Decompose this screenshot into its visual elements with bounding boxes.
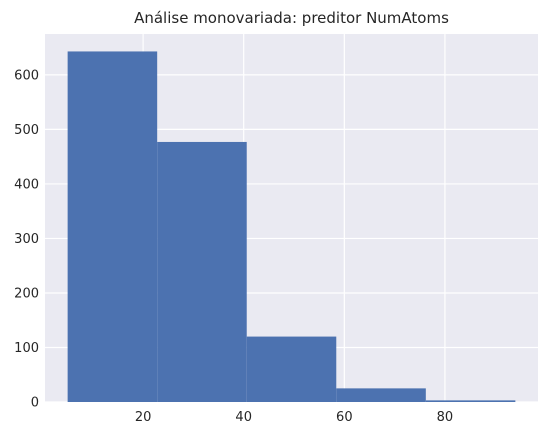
- chart-title: Análise monovariada: preditor NumAtoms: [134, 9, 449, 27]
- histogram-bar-2: [157, 141, 247, 403]
- x-tick-label: 80: [437, 410, 454, 425]
- y-axis-ticks: 0 100 200 300 400 500 600: [14, 68, 39, 410]
- y-tick-label: 200: [14, 286, 39, 301]
- y-tick-label: 300: [14, 232, 39, 247]
- bars: [67, 51, 516, 403]
- x-axis-ticks: 20 40 60 80: [135, 410, 453, 425]
- y-tick-label: 500: [14, 123, 39, 138]
- histogram-bar-1: [67, 51, 158, 403]
- x-tick-label: 40: [235, 410, 252, 425]
- x-tick-label: 60: [336, 410, 353, 425]
- y-tick-label: 100: [14, 341, 39, 356]
- y-tick-label: 400: [14, 177, 39, 192]
- y-tick-label: 0: [31, 396, 39, 411]
- histogram-bar-3: [246, 336, 337, 402]
- y-tick-label: 600: [14, 68, 39, 83]
- x-tick-label: 20: [135, 410, 152, 425]
- histogram-bar-5: [425, 400, 516, 402]
- histogram-bar-4: [336, 388, 426, 402]
